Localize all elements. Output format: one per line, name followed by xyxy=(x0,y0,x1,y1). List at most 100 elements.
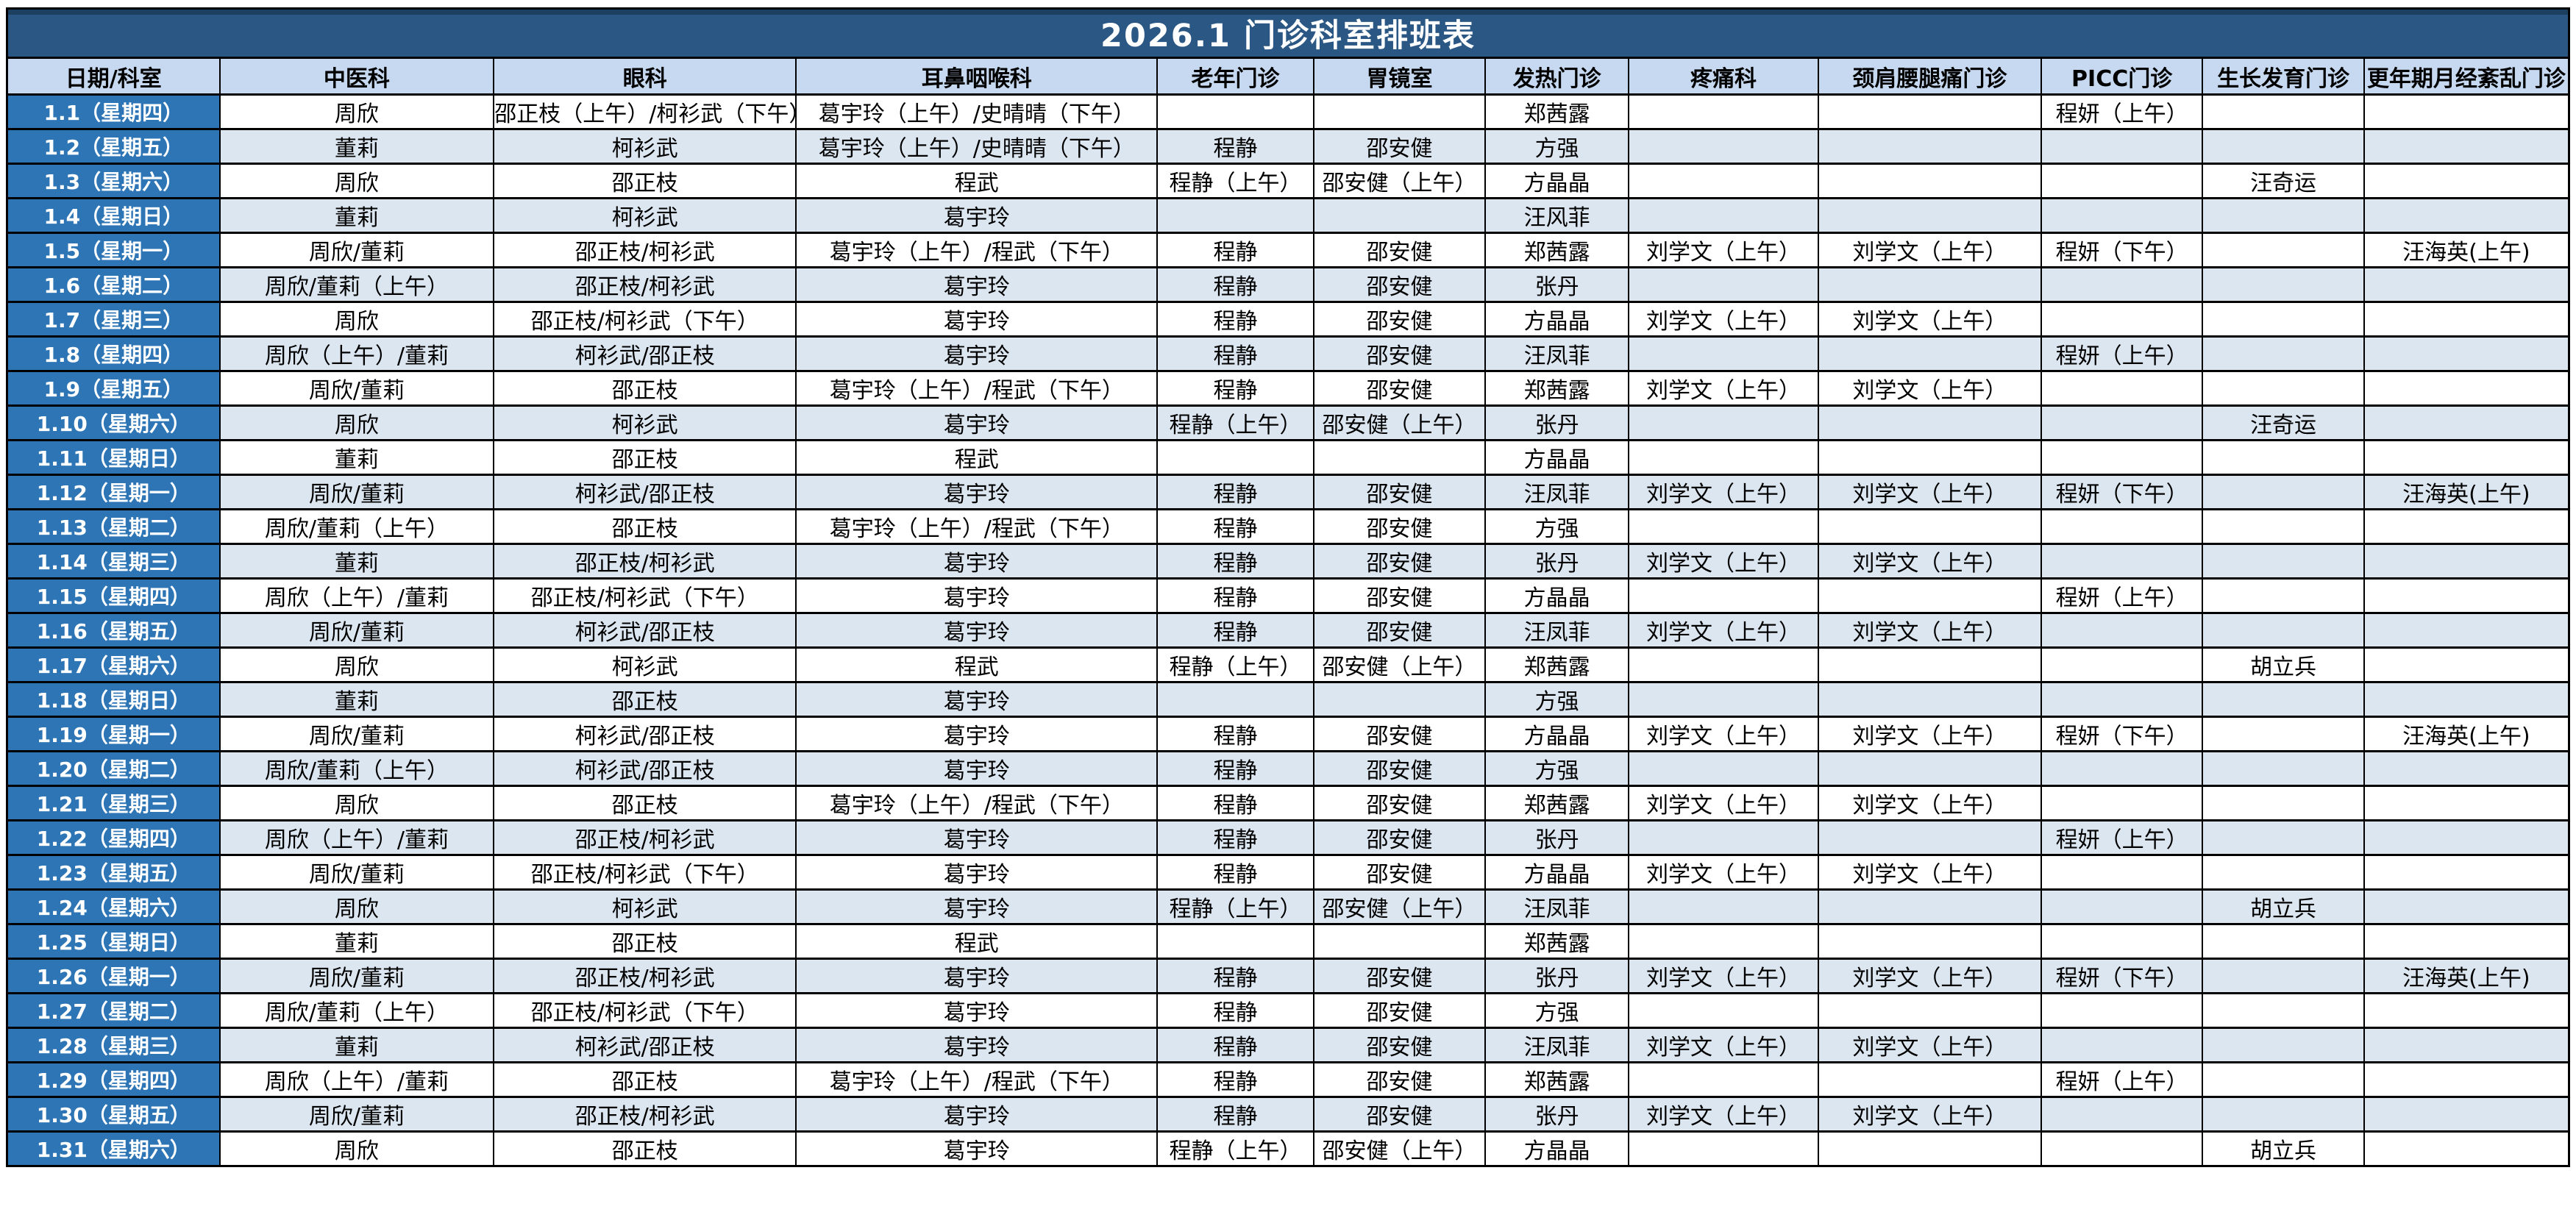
schedule-cell xyxy=(2363,888,2570,925)
schedule-cell xyxy=(2202,577,2365,614)
column-header: 耳鼻咽喉科 xyxy=(795,57,1159,96)
date-cell: 1.7（星期三） xyxy=(6,301,221,338)
schedule-cell xyxy=(1628,923,1819,960)
schedule-cell: 周欣/董莉 xyxy=(218,232,495,268)
schedule-cell xyxy=(2363,370,2570,407)
table-row: 1.4（星期日） 董莉 柯衫武 葛宇玲 汪风菲 xyxy=(6,197,2570,234)
schedule-cell xyxy=(2202,232,2365,268)
schedule-cell: 邵安健 xyxy=(1312,543,1487,580)
schedule-cell: 程妍（下午） xyxy=(2040,474,2204,510)
schedule-cell: 方晶晶 xyxy=(1484,577,1630,614)
date-cell: 1.29（星期四） xyxy=(6,1061,221,1098)
table-row: 1.27（星期二） 周欣/董莉（上午） 邵正枝/柯衫武（下午） 葛宇玲 程静 邵安健 方强 xyxy=(6,992,2570,1029)
schedule-cell: 程静（上午） xyxy=(1156,404,1314,441)
table-row: 1.15（星期四） 周欣（上午）/董莉 邵正枝/柯衫武（下午） 葛宇玲 程静 邵安健 方晶晶… xyxy=(6,577,2570,614)
schedule-cell: 柯衫武 xyxy=(493,888,797,925)
schedule-cell: 葛宇玲（上午）/程武（下午） xyxy=(795,785,1159,821)
schedule-cell xyxy=(2202,716,2365,752)
schedule-cell: 张丹 xyxy=(1484,819,1630,856)
schedule-cell: 葛宇玲 xyxy=(795,266,1159,303)
schedule-cell xyxy=(2040,128,2204,165)
date-cell: 1.19（星期一） xyxy=(6,716,221,752)
schedule-cell xyxy=(2202,543,2365,580)
schedule-cell: 柯衫武 xyxy=(493,128,797,165)
schedule-cell xyxy=(1628,1130,1819,1167)
schedule-cell: 邵安健 xyxy=(1312,128,1487,165)
schedule-cell: 邵正枝 xyxy=(493,439,797,476)
schedule-cell xyxy=(2040,197,2204,234)
schedule-cell: 方晶晶 xyxy=(1484,163,1630,199)
schedule-cell: 程静 xyxy=(1156,1027,1314,1063)
schedule-cell: 柯衫武/邵正枝 xyxy=(493,750,797,787)
schedule-cell xyxy=(2363,923,2570,960)
schedule-cell: 程静（上午） xyxy=(1156,646,1314,683)
schedule-cell: 董莉 xyxy=(218,439,495,476)
schedule-cell: 周欣（上午）/董莉 xyxy=(218,335,495,372)
schedule-cell xyxy=(2202,681,2365,718)
schedule-cell xyxy=(1817,266,2042,303)
schedule-cell: 刘学文（上午） xyxy=(1628,1096,1819,1133)
schedule-cell: 葛宇玲 xyxy=(795,716,1159,752)
schedule-cell: 刘学文（上午） xyxy=(1817,1096,2042,1133)
schedule-cell: 程静（上午） xyxy=(1156,888,1314,925)
schedule-cell: 柯衫武 xyxy=(493,646,797,683)
schedule-cell: 郑茜露 xyxy=(1484,232,1630,268)
schedule-cell xyxy=(2202,93,2365,130)
schedule-cell xyxy=(2363,93,2570,130)
schedule-cell: 葛宇玲（上午）/程武（下午） xyxy=(795,508,1159,545)
date-cell: 1.14（星期三） xyxy=(6,543,221,580)
schedule-cell: 程静 xyxy=(1156,128,1314,165)
table-row: 1.2（星期五） 董莉 柯衫武 葛宇玲（上午）/史晴晴（下午） 程静 邵安健 方强 xyxy=(6,128,2570,165)
schedule-cell: 刘学文（上午） xyxy=(1628,785,1819,821)
schedule-cell: 刘学文（上午） xyxy=(1817,612,2042,649)
schedule-cell xyxy=(1628,681,1819,718)
schedule-cell: 邵安健 xyxy=(1312,819,1487,856)
schedule-cell: 汪凤菲 xyxy=(1484,612,1630,649)
schedule-cell xyxy=(1817,819,2042,856)
schedule-cell: 柯衫武/邵正枝 xyxy=(493,1027,797,1063)
schedule-cell xyxy=(1817,93,2042,130)
schedule-cell: 葛宇玲（上午）/程武（下午） xyxy=(795,1061,1159,1098)
schedule-cell: 邵正枝 xyxy=(493,785,797,821)
schedule-cell xyxy=(1817,1130,2042,1167)
schedule-cell xyxy=(1312,197,1487,234)
schedule-cell xyxy=(1817,508,2042,545)
schedule-cell: 葛宇玲 xyxy=(795,1096,1159,1133)
schedule-cell: 邵安健 xyxy=(1312,958,1487,994)
schedule-cell xyxy=(2040,1027,2204,1063)
date-cell: 1.9（星期五） xyxy=(6,370,221,407)
column-header: 更年期月经紊乱门诊 xyxy=(2363,57,2570,96)
schedule-cell: 程妍（上午） xyxy=(2040,819,2204,856)
schedule-cell: 周欣 xyxy=(218,785,495,821)
schedule-cell: 董莉 xyxy=(218,1027,495,1063)
schedule-cell xyxy=(1817,1061,2042,1098)
schedule-cell: 刘学文（上午） xyxy=(1817,785,2042,821)
schedule-cell xyxy=(2202,1061,2365,1098)
schedule-cell: 邵正枝/柯衫武（下午） xyxy=(493,577,797,614)
schedule-cell xyxy=(1628,335,1819,372)
schedule-cell: 程妍（上午） xyxy=(2040,93,2204,130)
schedule-cell: 程静 xyxy=(1156,1096,1314,1133)
schedule-cell: 邵安健 xyxy=(1312,992,1487,1029)
schedule-cell: 周欣（上午）/董莉 xyxy=(218,577,495,614)
table-row: 1.19（星期一） 周欣/董莉 柯衫武/邵正枝 葛宇玲 程静 邵安健 方晶晶 刘学文（上午）刘… xyxy=(6,716,2570,752)
date-cell: 1.24（星期六） xyxy=(6,888,221,925)
date-cell: 1.1（星期四） xyxy=(6,93,221,130)
schedule-cell: 柯衫武 xyxy=(493,404,797,441)
schedule-cell: 郑茜露 xyxy=(1484,93,1630,130)
schedule-cell xyxy=(2363,785,2570,821)
schedule-cell xyxy=(2363,577,2570,614)
schedule-cell: 周欣 xyxy=(218,646,495,683)
schedule-cell xyxy=(1817,646,2042,683)
table-row: 1.17（星期六） 周欣 柯衫武 程武 程静（上午） 邵安健（上午） 郑茜露 胡立兵 xyxy=(6,646,2570,683)
schedule-cell: 邵正枝/柯衫武 xyxy=(493,819,797,856)
schedule-cell: 葛宇玲 xyxy=(795,335,1159,372)
schedule-cell: 邵安健 xyxy=(1312,301,1487,338)
schedule-cell: 周欣/董莉 xyxy=(218,612,495,649)
date-cell: 1.20（星期二） xyxy=(6,750,221,787)
schedule-cell: 方晶晶 xyxy=(1484,301,1630,338)
schedule-cell: 胡立兵 xyxy=(2202,1130,2365,1167)
column-header: 日期/科室 xyxy=(6,57,221,96)
schedule-cell xyxy=(2202,301,2365,338)
date-cell: 1.31（星期六） xyxy=(6,1130,221,1167)
